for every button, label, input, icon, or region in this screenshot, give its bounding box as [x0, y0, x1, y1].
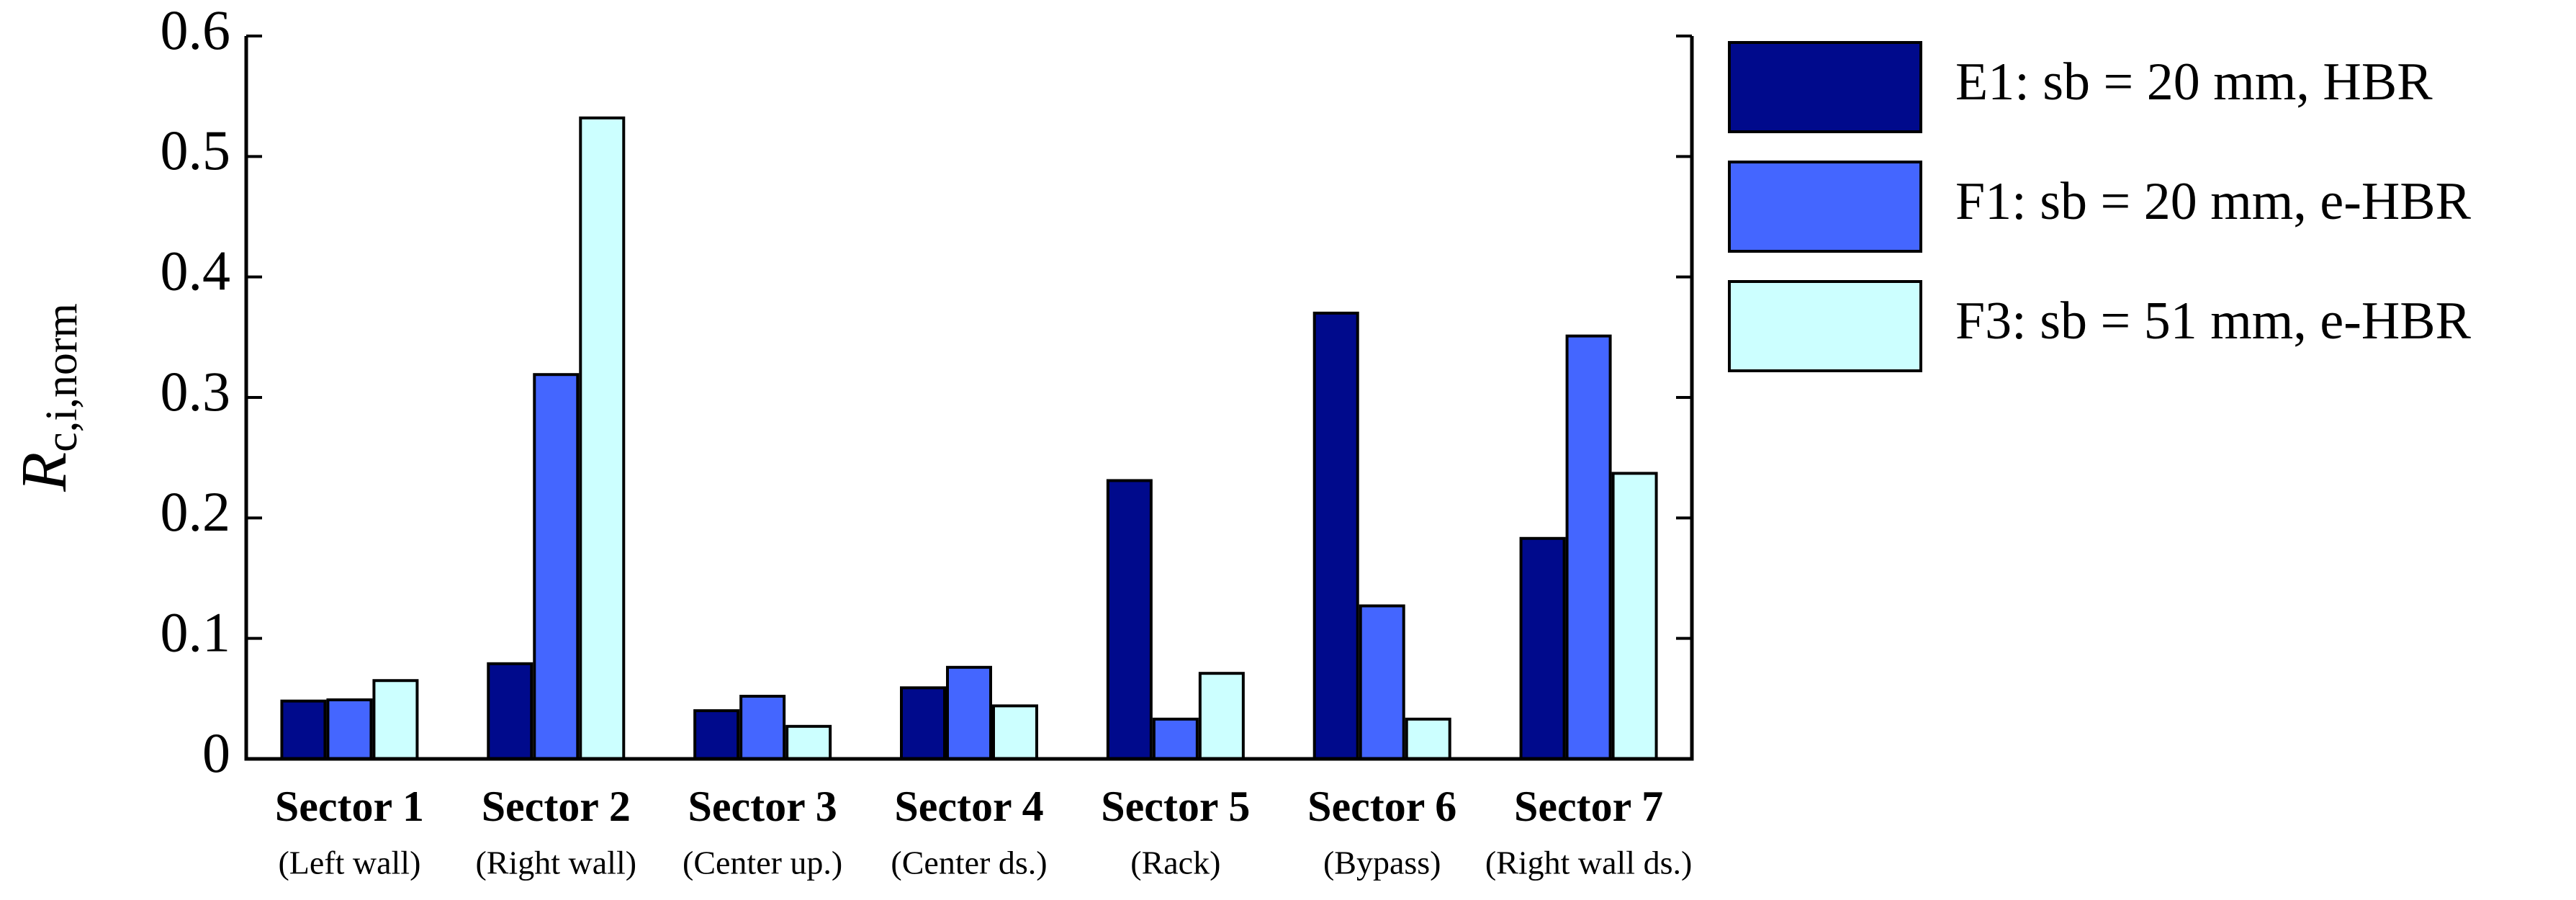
bar	[1611, 472, 1658, 760]
axes	[244, 36, 1694, 761]
bar	[992, 704, 1038, 761]
bar	[1152, 717, 1199, 761]
bar	[693, 709, 740, 760]
bar	[1565, 334, 1612, 761]
bar	[1312, 311, 1359, 761]
bar	[785, 724, 832, 761]
bar	[533, 373, 580, 760]
bar	[1198, 672, 1245, 761]
bar	[739, 694, 786, 761]
x-tick-sublabel: (Left wall)	[278, 845, 420, 881]
x-tick-label: Sector 7	[1514, 783, 1663, 830]
y-tick-label: 0.5	[161, 119, 231, 181]
x-tick-label: Sector 3	[688, 783, 837, 830]
bar	[579, 116, 626, 760]
bar	[372, 679, 419, 761]
x-tick-sublabel: (Rack)	[1130, 845, 1220, 881]
y-tick-label: 0.6	[161, 0, 231, 61]
legend-swatch	[1728, 280, 1922, 372]
x-tick-sublabel: (Center ds.)	[891, 845, 1047, 881]
bar	[946, 665, 992, 760]
x-tick-sublabel: (Center up.)	[683, 845, 842, 881]
legend-swatch	[1728, 41, 1922, 133]
bar	[1106, 479, 1153, 761]
legend-label: F1: sb = 20 mm, e-HBR	[1955, 172, 2472, 231]
y-tick-label: 0.2	[161, 480, 231, 543]
x-tick-label: Sector 5	[1101, 783, 1250, 830]
y-tick-label: 0.3	[161, 360, 231, 423]
y-tick-label: 0	[202, 721, 230, 784]
legend-swatch	[1728, 161, 1922, 253]
x-tick-label: Sector 4	[894, 783, 1043, 830]
x-tick-sublabel: (Right wall ds.)	[1485, 845, 1692, 881]
legend-label: E1: sb = 20 mm, HBR	[1955, 53, 2433, 112]
y-tick-label: 0.4	[161, 240, 231, 302]
bar	[487, 662, 533, 760]
x-tick-label: Sector 6	[1307, 783, 1456, 830]
x-tick-sublabel: (Right wall)	[475, 845, 636, 881]
y-label-subscript: c,i,norm	[37, 303, 86, 452]
bar	[1519, 536, 1566, 761]
x-tick-label: Sector 2	[482, 783, 631, 830]
x-tick-sublabel: (Bypass)	[1323, 845, 1441, 881]
y-axis-label: Rc,i,norm	[9, 303, 87, 492]
legend-label: F3: sb = 51 mm, e-HBR	[1955, 292, 2472, 351]
bar	[1405, 717, 1451, 761]
bar	[280, 699, 327, 760]
bar	[1359, 604, 1405, 761]
x-tick-label: Sector 1	[275, 783, 424, 830]
bar	[326, 698, 373, 760]
y-tick-label: 0.1	[161, 601, 231, 664]
y-label-symbol: R	[9, 452, 80, 492]
bar	[900, 686, 946, 760]
